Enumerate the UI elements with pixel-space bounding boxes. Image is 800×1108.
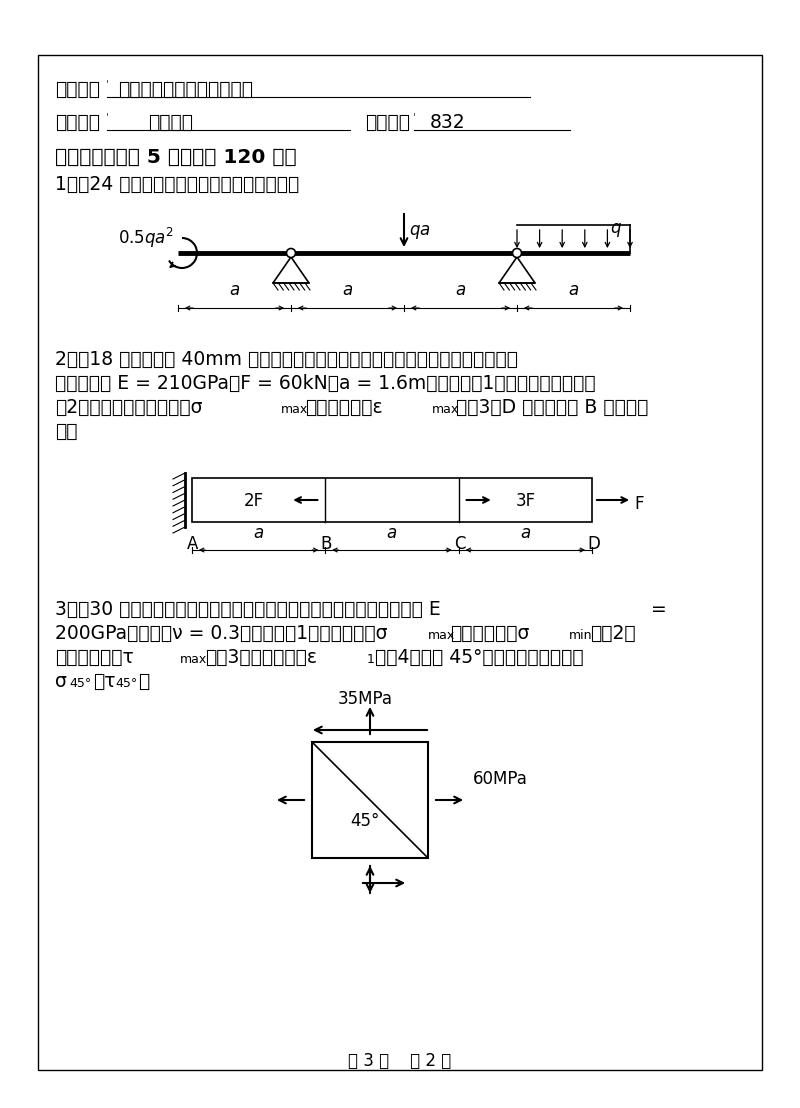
Text: 2F: 2F — [244, 492, 264, 510]
Text: ；（3）D 截面相对于 B 截面的位: ；（3）D 截面相对于 B 截面的位 — [456, 398, 648, 417]
Text: 材料力学: 材料力学 — [148, 113, 193, 132]
Circle shape — [513, 248, 522, 257]
Text: 45°: 45° — [69, 677, 91, 690]
Text: max: max — [281, 403, 308, 416]
Text: 1: 1 — [367, 653, 375, 666]
Text: max: max — [180, 653, 207, 666]
Text: 与最小主应力σ: 与最小主应力σ — [450, 624, 530, 643]
Text: 832: 832 — [430, 113, 466, 132]
Circle shape — [286, 248, 295, 257]
Text: B: B — [320, 535, 332, 553]
Text: 二、计算题（共 5 小题，共 120 分）: 二、计算题（共 5 小题，共 120 分） — [55, 148, 297, 167]
Text: =: = — [651, 601, 666, 619]
Text: $q$: $q$ — [610, 220, 622, 239]
Bar — [192, 478, 592, 522]
Text: ；（3）最大线应变ε: ；（3）最大线应变ε — [205, 648, 317, 667]
Text: max: max — [432, 403, 459, 416]
Text: 科目代码: 科目代码 — [365, 113, 410, 132]
Text: 3F: 3F — [515, 492, 535, 510]
Text: ，最大线应变ε: ，最大线应变ε — [305, 398, 382, 417]
Text: 45°: 45° — [350, 812, 379, 830]
Text: 2．（18 分）边长为 40mm 的实心正方形截面杆受如图所示轴向力作用。已知材料: 2．（18 分）边长为 40mm 的实心正方形截面杆受如图所示轴向力作用。已知材… — [55, 350, 518, 369]
Text: ；（4）图示 45°方向斜截面上的应力: ；（4）图示 45°方向斜截面上的应力 — [375, 648, 584, 667]
Text: 。: 。 — [138, 671, 150, 691]
Text: 科目名称: 科目名称 — [55, 113, 100, 132]
Text: $a$: $a$ — [520, 524, 531, 542]
Text: $a$: $a$ — [455, 281, 466, 299]
Text: $a$: $a$ — [229, 281, 240, 299]
Text: C: C — [454, 535, 465, 553]
Text: 的弹性模量 E = 210GPa，F = 60kN，a = 1.6m。试求：（1）作杆件的轴力图；: 的弹性模量 E = 210GPa，F = 60kN，a = 1.6m。试求：（1… — [55, 375, 596, 393]
Text: σ: σ — [55, 671, 67, 691]
Text: 45°: 45° — [115, 677, 138, 690]
Text: 招生专业: 招生专业 — [55, 80, 100, 99]
Text: 35MPa: 35MPa — [338, 690, 393, 708]
Text: 共 3 页    第 2 页: 共 3 页 第 2 页 — [348, 1051, 452, 1070]
Text: 60MPa: 60MPa — [473, 770, 528, 788]
Text: max: max — [428, 629, 455, 642]
Text: min: min — [569, 629, 593, 642]
Text: $a$: $a$ — [253, 524, 264, 542]
Text: 和τ: 和τ — [93, 671, 115, 691]
Text: 1．（24 分）作图示结构的弯矩图和剪力图。: 1．（24 分）作图示结构的弯矩图和剪力图。 — [55, 175, 299, 194]
Bar — [312, 742, 428, 858]
Text: D: D — [587, 535, 600, 553]
Text: 最大线切应力τ: 最大线切应力τ — [55, 648, 134, 667]
Text: $0.5qa^2$: $0.5qa^2$ — [118, 226, 174, 250]
Text: 建筑与土木工程、土木工程: 建筑与土木工程、土木工程 — [118, 80, 253, 99]
Text: $a$: $a$ — [568, 281, 579, 299]
Text: 3．（30 分）某点处于如图所示的平面应力状态，已知材料的弹性模量 E: 3．（30 分）某点处于如图所示的平面应力状态，已知材料的弹性模量 E — [55, 601, 441, 619]
Text: ；（2）: ；（2） — [590, 624, 636, 643]
Text: 移。: 移。 — [55, 422, 78, 441]
Text: （2）杆件上的最大正应力σ: （2）杆件上的最大正应力σ — [55, 398, 202, 417]
Text: F: F — [634, 495, 643, 513]
Text: A: A — [187, 535, 198, 553]
Text: $a$: $a$ — [386, 524, 398, 542]
Text: 200GPa，泊松比ν = 0.3，试求：（1）最大主应力σ: 200GPa，泊松比ν = 0.3，试求：（1）最大主应力σ — [55, 624, 387, 643]
Text: $qa$: $qa$ — [409, 223, 430, 242]
Text: $a$: $a$ — [342, 281, 353, 299]
